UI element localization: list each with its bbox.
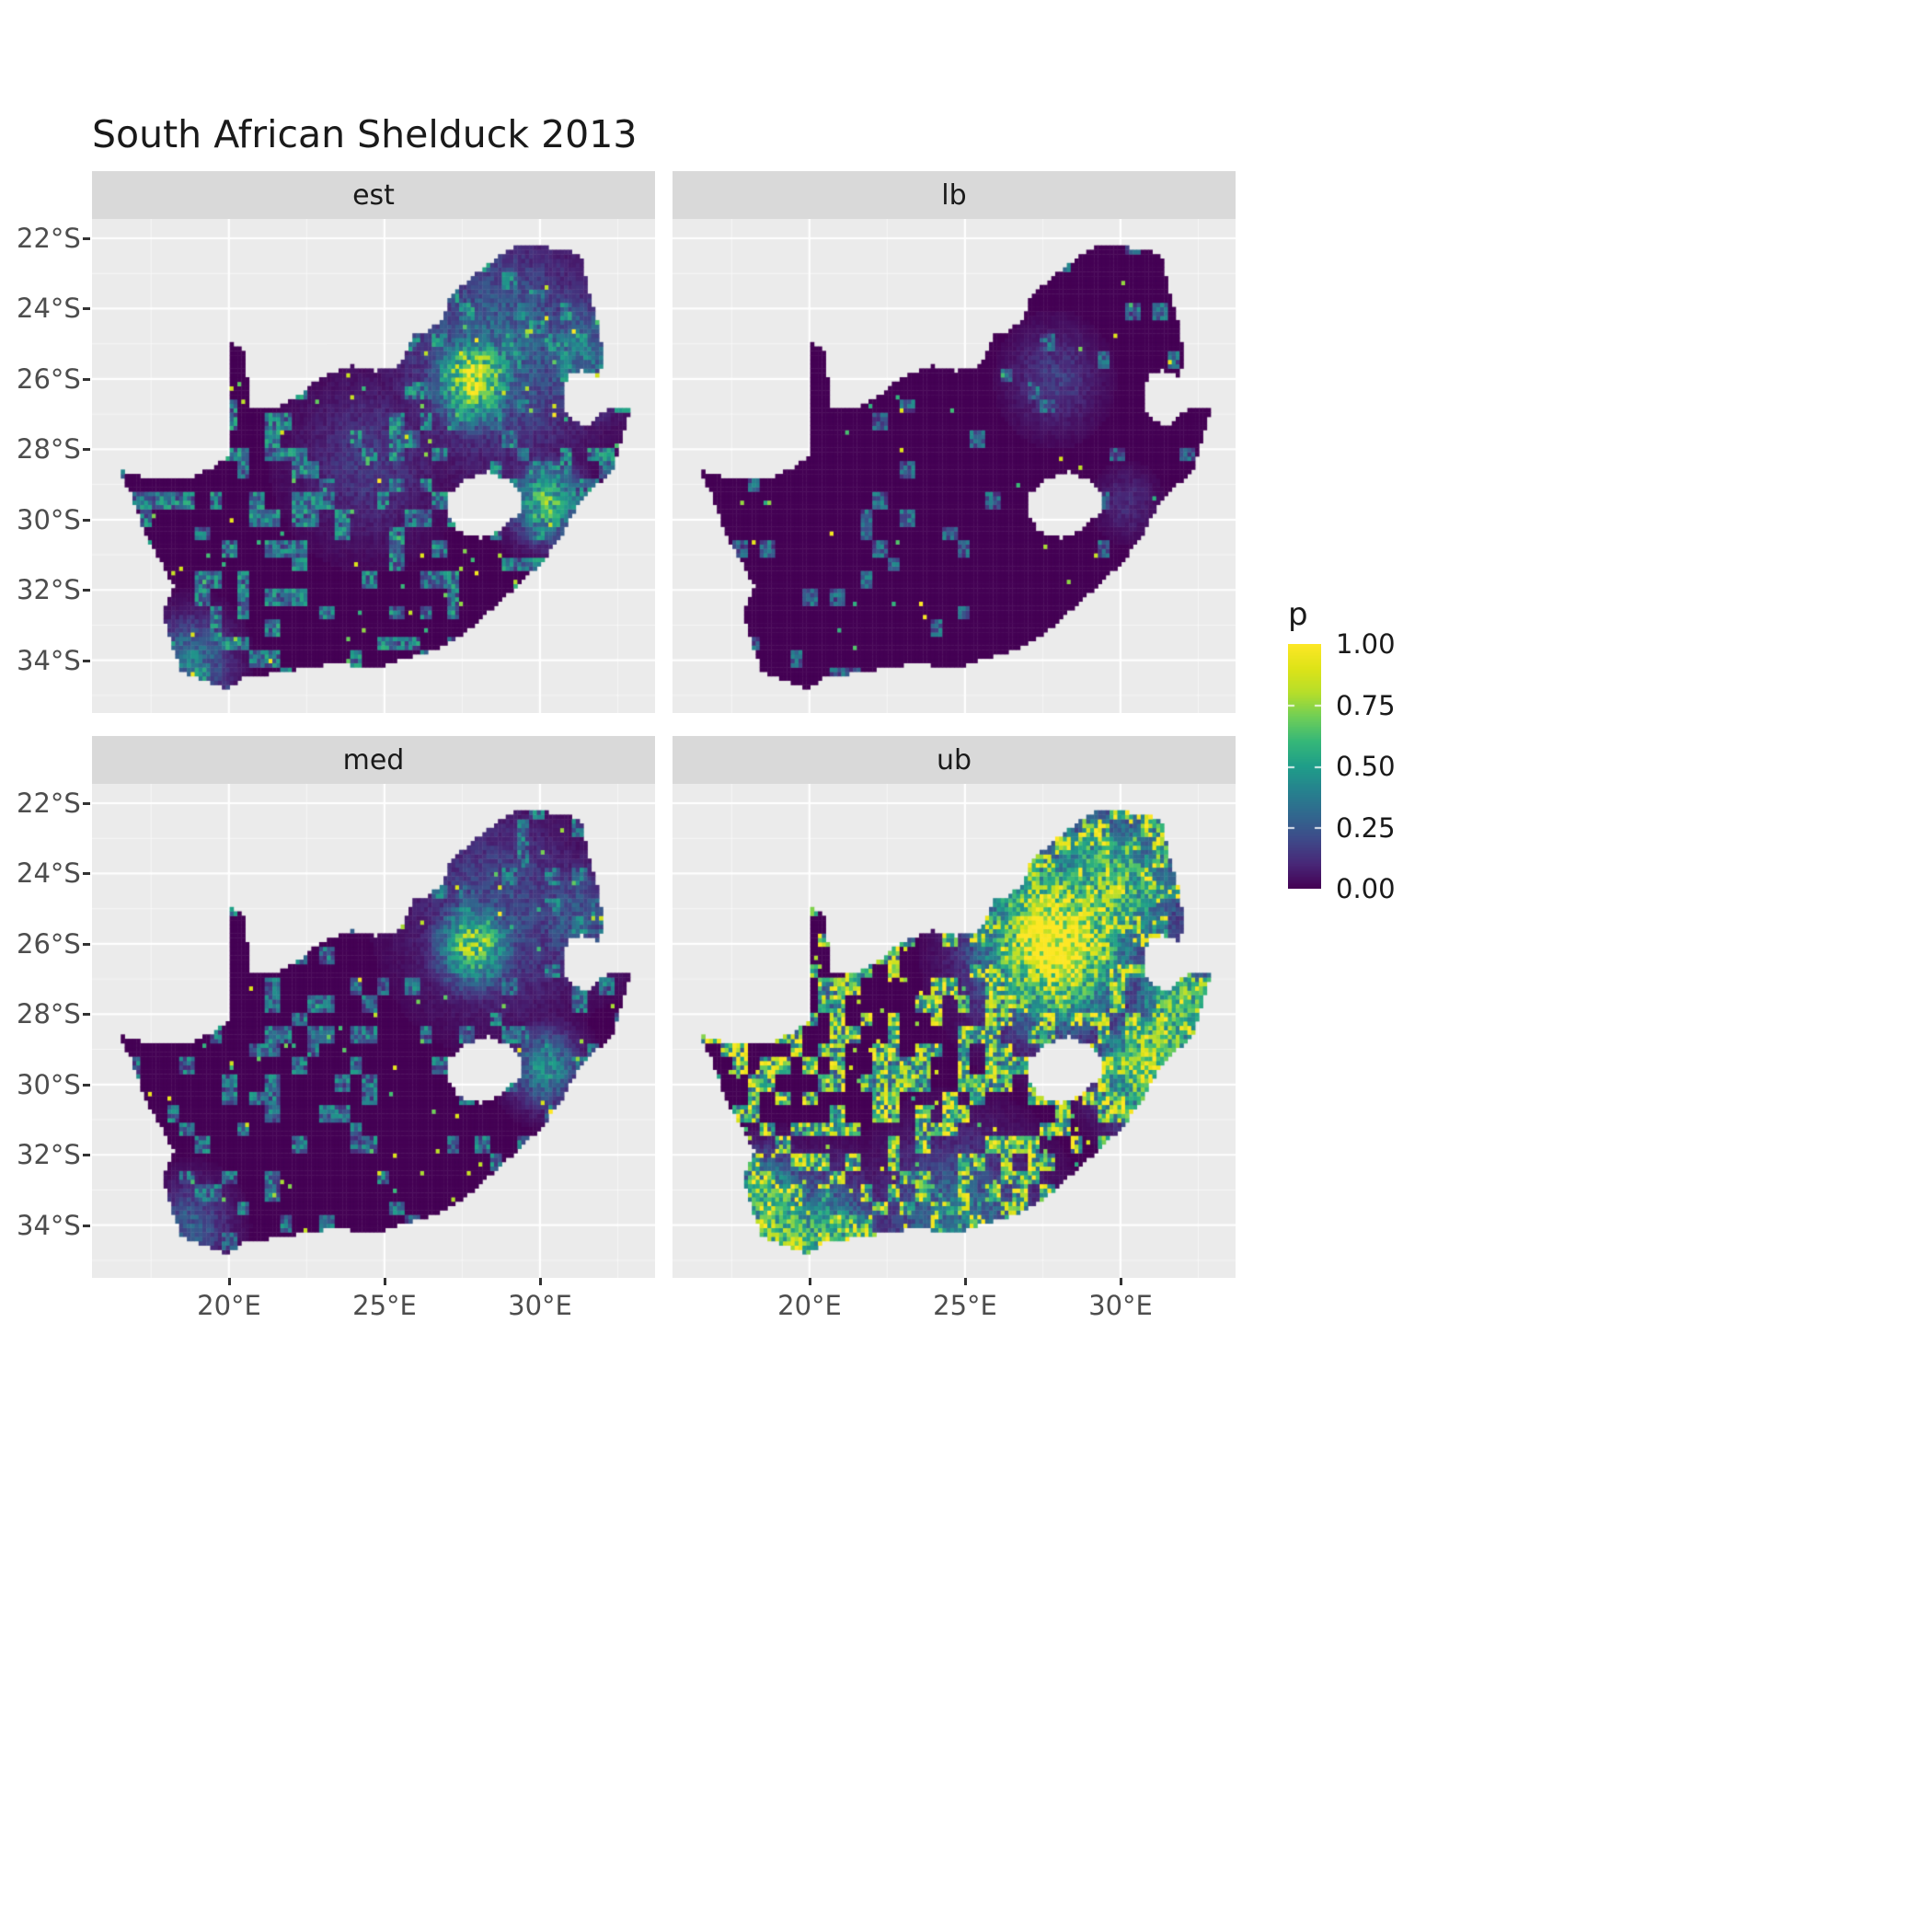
facet-map-med — [92, 784, 655, 1278]
y-axis-tick — [83, 307, 90, 310]
y-axis-tick — [83, 589, 90, 592]
facet-label: est — [352, 178, 395, 212]
facet-map-est — [92, 219, 655, 713]
x-axis-tick — [384, 1278, 386, 1285]
y-axis-label: 30°S — [17, 1069, 81, 1100]
y-axis-tick — [83, 1225, 90, 1227]
x-axis-label: 25°E — [933, 1290, 997, 1321]
legend-tick-label: 0.25 — [1336, 812, 1396, 844]
y-axis-label: 28°S — [17, 998, 81, 1029]
y-axis-tick — [83, 660, 90, 662]
facet-label: lb — [941, 178, 967, 212]
y-axis-label: 22°S — [17, 223, 81, 254]
facet-strip-med: med — [92, 736, 655, 784]
y-axis-label: 32°S — [17, 574, 81, 605]
legend-title: p — [1288, 596, 1308, 633]
legend-colorbar — [1288, 644, 1321, 889]
x-axis-label: 20°E — [197, 1290, 261, 1321]
y-axis-label: 32°S — [17, 1139, 81, 1170]
facet-strip-est: est — [92, 171, 655, 219]
x-axis-tick — [539, 1278, 542, 1285]
y-axis-tick — [83, 448, 90, 451]
x-axis-label: 30°E — [1088, 1290, 1153, 1321]
y-axis-tick — [83, 378, 90, 381]
legend-tick-label: 1.00 — [1336, 628, 1396, 660]
y-axis-label: 34°S — [17, 645, 81, 676]
y-axis-tick — [83, 1013, 90, 1016]
plot-title: South African Shelduck 2013 — [92, 112, 638, 156]
facet-label: med — [342, 743, 405, 776]
y-axis-label: 28°S — [17, 433, 81, 465]
y-axis-tick — [83, 519, 90, 522]
y-axis-tick — [83, 1154, 90, 1156]
y-axis-tick — [83, 1084, 90, 1087]
y-axis-tick — [83, 237, 90, 240]
facet-strip-lb: lb — [673, 171, 1236, 219]
x-axis-tick — [964, 1278, 967, 1285]
y-axis-tick — [83, 802, 90, 805]
x-axis-label: 30°E — [508, 1290, 572, 1321]
y-axis-label: 30°S — [17, 504, 81, 535]
facet-map-lb — [673, 219, 1236, 713]
legend-tick-label: 0.75 — [1336, 690, 1396, 721]
y-axis-label: 22°S — [17, 788, 81, 819]
x-axis-label: 25°E — [352, 1290, 417, 1321]
y-axis-tick — [83, 872, 90, 875]
x-axis-tick — [809, 1278, 811, 1285]
x-axis-tick — [1120, 1278, 1122, 1285]
y-axis-label: 24°S — [17, 857, 81, 889]
y-axis-label: 24°S — [17, 293, 81, 324]
x-axis-label: 20°E — [777, 1290, 842, 1321]
legend-tick-label: 0.00 — [1336, 873, 1396, 904]
x-axis-tick — [228, 1278, 231, 1285]
y-axis-label: 26°S — [17, 928, 81, 960]
facet-strip-ub: ub — [673, 736, 1236, 784]
facet-label: ub — [936, 743, 972, 776]
y-axis-label: 34°S — [17, 1210, 81, 1241]
y-axis-tick — [83, 943, 90, 946]
facet-map-ub — [673, 784, 1236, 1278]
legend-tick-label: 0.50 — [1336, 751, 1396, 782]
y-axis-label: 26°S — [17, 363, 81, 395]
